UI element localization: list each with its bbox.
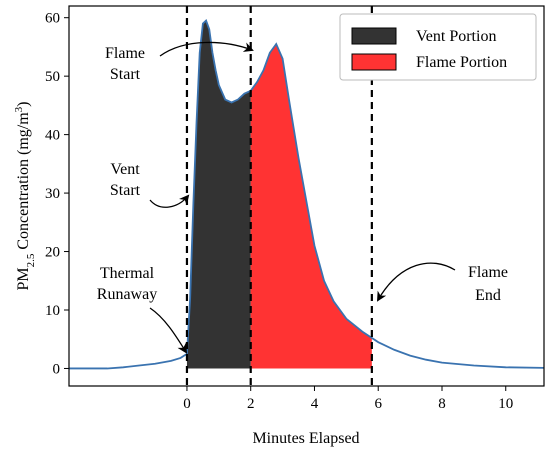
y-tick-label: 50 (45, 69, 60, 85)
annotation-thermal-runaway: Thermal Runaway (97, 265, 188, 354)
legend-swatch-flame (351, 53, 397, 71)
vent-portion-area (186, 20, 251, 369)
legend-label-flame: Flame Portion (416, 54, 507, 71)
legend-swatch-vent (351, 27, 397, 45)
y-tick-label: 30 (45, 186, 60, 202)
arrow-thermal-runaway (149, 307, 188, 354)
annotation-vent-start: Vent Start (110, 161, 190, 208)
x-tick-label: 4 (311, 396, 319, 412)
x-tick-label: 0 (183, 396, 191, 412)
arrow-flame-start (159, 41, 254, 57)
legend: Vent Portion Flame Portion (339, 13, 537, 81)
plot-frame (68, 5, 545, 387)
arrow-flame-end (376, 262, 456, 302)
y-tick-label: 10 (45, 303, 60, 319)
annotation-flame-end: Flame End (376, 262, 508, 304)
x-tick-label: 2 (247, 396, 255, 412)
y-tick-label: 20 (45, 245, 60, 261)
x-axis-title: Minutes Elapsed (252, 430, 359, 447)
plot-area (69, 6, 544, 386)
flame-portion-area (250, 44, 372, 369)
annotation-flame-start: Flame Start (105, 41, 254, 83)
y-tick-label: 60 (45, 11, 60, 27)
y-tick-label: 40 (45, 128, 60, 144)
arrow-vent-start (149, 194, 190, 208)
y-axis-title: PM2.5 Concentration (mg/m3) (13, 101, 37, 290)
x-tick-label: 8 (438, 396, 446, 412)
legend-label-vent: Vent Portion (416, 28, 496, 45)
x-tick-label: 6 (374, 396, 382, 412)
y-tick-label: 0 (53, 361, 61, 377)
x-tick-label: 10 (498, 396, 513, 412)
